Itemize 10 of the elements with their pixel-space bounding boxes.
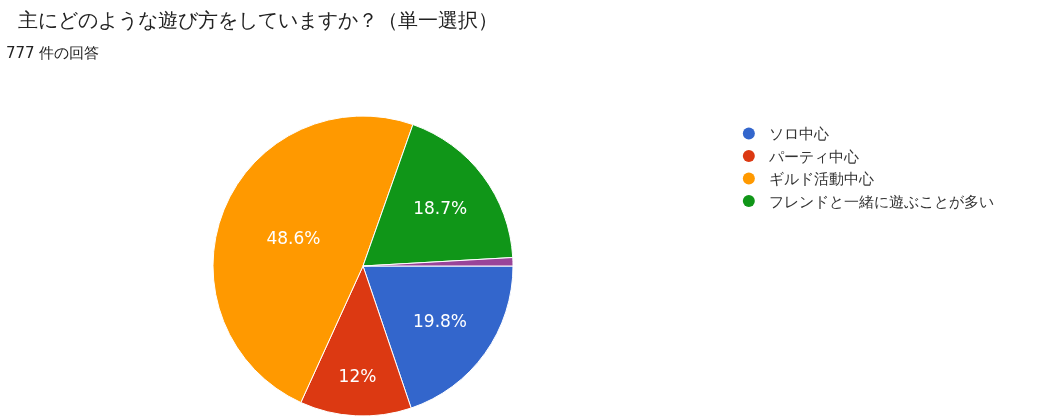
text: 777 件の回答 xyxy=(6,44,100,62)
data-label: 19.8% xyxy=(413,311,468,332)
legend-label: パーティ中心 xyxy=(767,147,859,166)
chart-title: 主にどのような遊び方をしていますか？（単一選択） xyxy=(18,8,498,32)
data-label: 48.6% xyxy=(266,227,321,248)
legend-label: ソロ中心 xyxy=(768,125,829,144)
legend-label: フレンドと一緒に遊ぶことが多い xyxy=(768,192,994,211)
data-label: 12% xyxy=(338,365,377,386)
data-label: 18.7% xyxy=(413,198,468,219)
legend-label: ギルド活動中心 xyxy=(768,170,874,189)
